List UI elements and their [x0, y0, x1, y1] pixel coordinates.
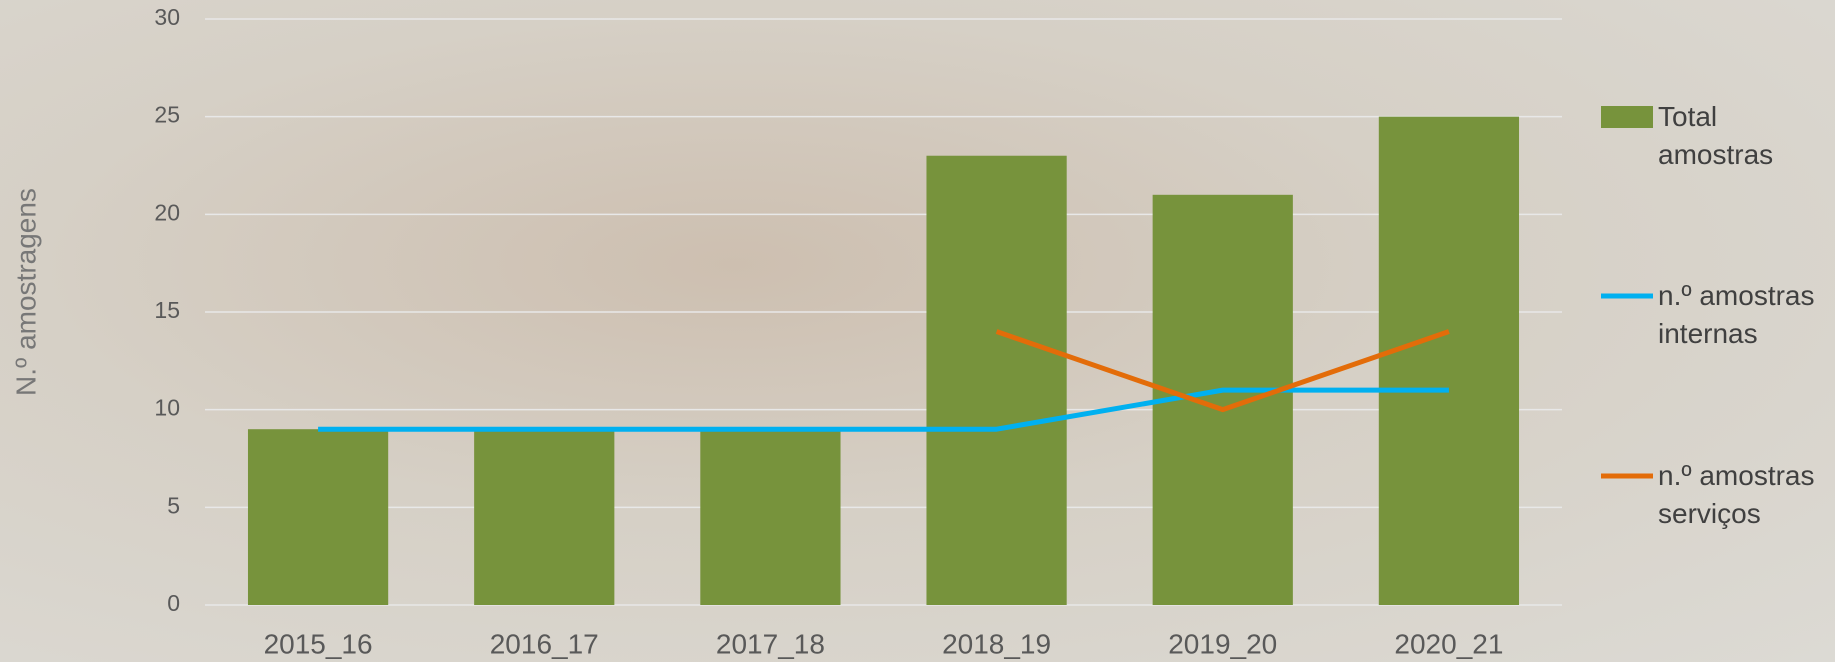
- x-tick-label: 2020_21: [1394, 628, 1503, 659]
- y-tick-label: 0: [167, 590, 180, 616]
- y-tick-label: 25: [154, 102, 180, 128]
- bar: [474, 429, 614, 605]
- x-tick-label: 2018_19: [942, 628, 1051, 659]
- bar: [700, 429, 840, 605]
- y-tick-label: 15: [154, 297, 180, 323]
- legend-label: Total amostras: [1658, 98, 1833, 174]
- y-tick-label: 5: [167, 492, 180, 518]
- x-tick-label: 2017_18: [716, 628, 825, 659]
- chart: N.º amostragens 0 5 10 15 20 25 30 2015_16 2016_…: [0, 0, 1835, 662]
- legend-swatch: [1601, 106, 1653, 128]
- bar: [248, 429, 388, 605]
- y-tick-label: 10: [154, 395, 180, 421]
- y-axis-title: N.º amostragens: [10, 188, 41, 396]
- x-tick-label: 2015_16: [264, 628, 373, 659]
- y-tick-label: 30: [154, 4, 180, 30]
- legend-label: n.º amostras serviços: [1658, 457, 1833, 533]
- chart-page: N.º amostragens 0 5 10 15 20 25 30 2015_16 2016_…: [0, 0, 1835, 662]
- y-tick-label: 20: [154, 199, 180, 225]
- x-tick-label: 2016_17: [490, 628, 599, 659]
- x-tick-label: 2019_20: [1168, 628, 1277, 659]
- legend-label: n.º amostras internas: [1658, 277, 1833, 353]
- bar: [926, 156, 1066, 605]
- bar: [1379, 117, 1519, 605]
